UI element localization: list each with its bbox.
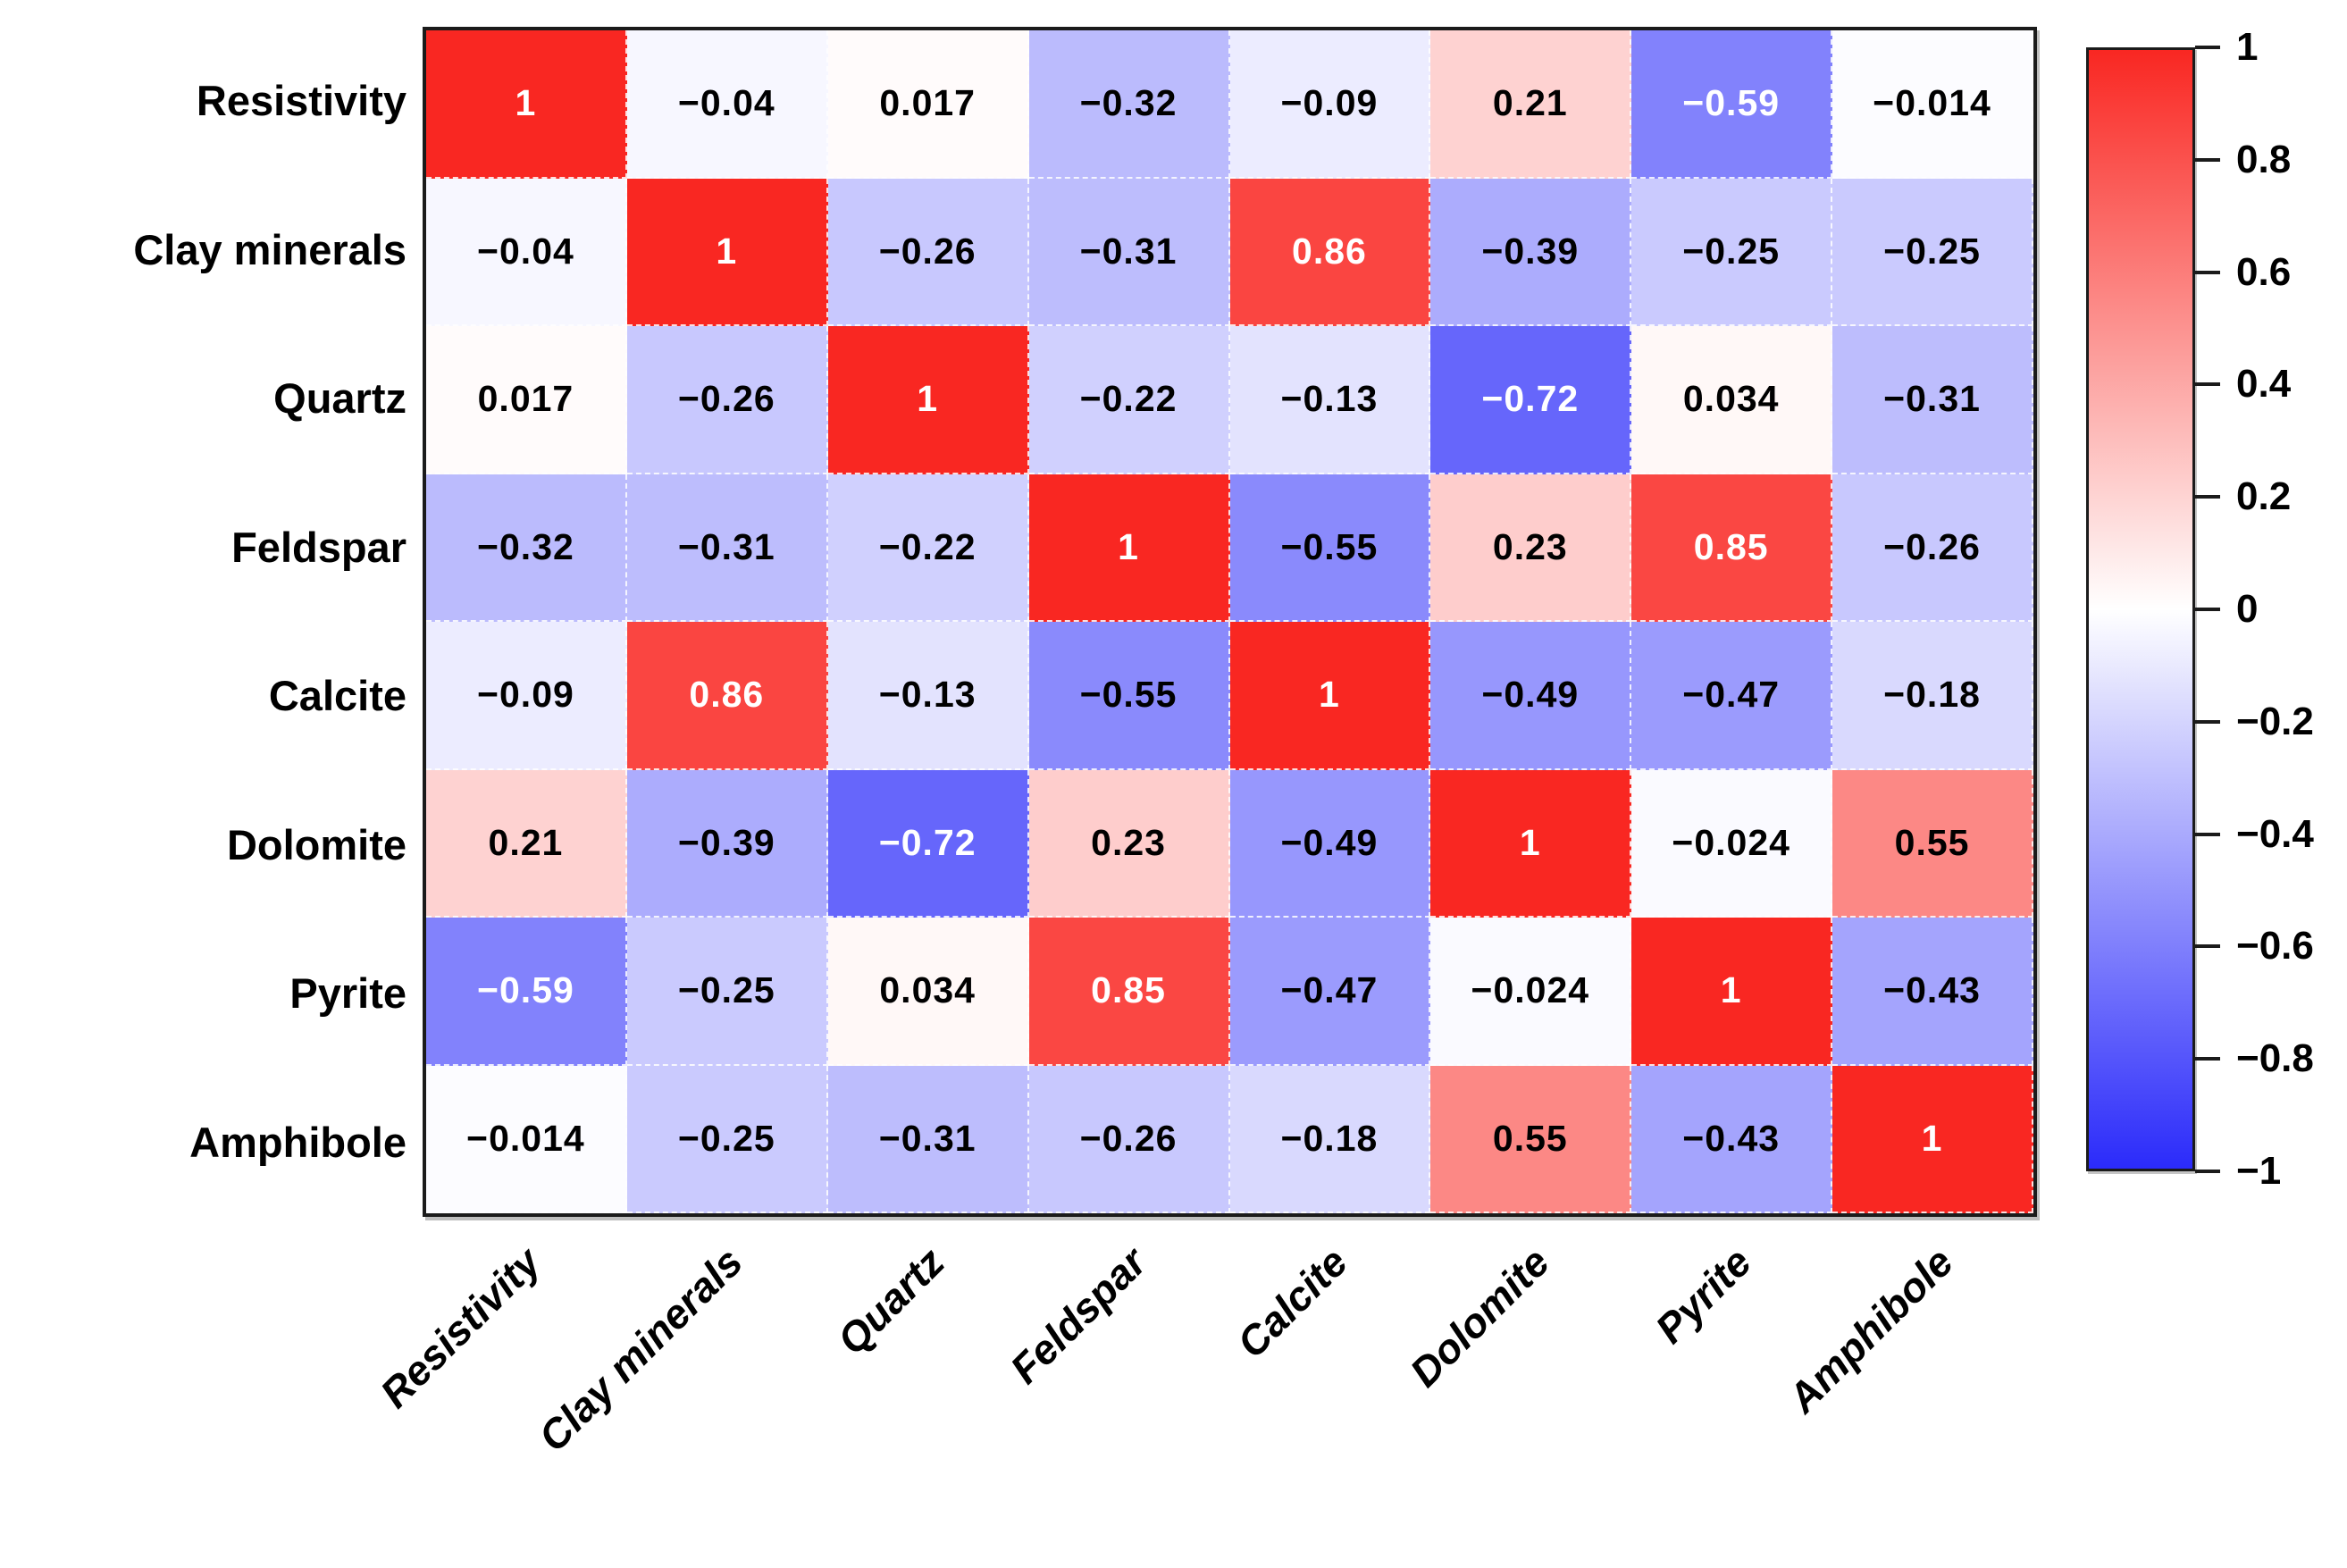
heatmap-cell-quartz-x-calcite: −0.13 (1229, 326, 1431, 474)
heatmap-cell-amphibole-x-feldspar: −0.26 (1028, 1065, 1230, 1213)
y-axis-label-pyrite: Pyrite (289, 969, 407, 1017)
heatmap-cell-feldspar-x-dolomite: 0.23 (1430, 474, 1632, 622)
heatmap-cell-feldspar-x-clay-minerals: −0.31 (626, 474, 828, 622)
heatmap-cell-calcite-x-clay-minerals: 0.86 (626, 622, 828, 770)
heatmap-cell-resistivity-x-pyrite: −0.59 (1631, 30, 1833, 179)
heatmap-cell-quartz-x-clay-minerals: −0.26 (626, 326, 828, 474)
heatmap-cell-dolomite-x-pyrite: −0.024 (1631, 769, 1833, 918)
heatmap-cell-amphibole-x-clay-minerals: −0.25 (626, 1065, 828, 1213)
colorbar-tick-mark (2195, 495, 2220, 499)
colorbar-tick-label-0: 0 (2236, 587, 2259, 631)
y-axis-label-clay-minerals: Clay minerals (133, 226, 407, 273)
heatmap-cell-resistivity-x-resistivity: 1 (426, 30, 627, 179)
colorbar-tick-mark (2195, 271, 2220, 274)
colorbar-tick-mark (2195, 158, 2220, 162)
y-axis-label-feldspar: Feldspar (231, 524, 407, 571)
heatmap-cell-feldspar-x-resistivity: −0.32 (426, 474, 627, 622)
heatmap-cell-feldspar-x-quartz: −0.22 (827, 474, 1029, 622)
heatmap-cell-feldspar-x-pyrite: 0.85 (1631, 474, 1833, 622)
colorbar-tick-label-0.6: 0.6 (2236, 250, 2292, 294)
heatmap-cell-resistivity-x-clay-minerals: −0.04 (626, 30, 828, 179)
heatmap-cell-pyrite-x-feldspar: 0.85 (1028, 918, 1230, 1066)
heatmap-cell-calcite-x-resistivity: −0.09 (426, 622, 627, 770)
heatmap-cell-pyrite-x-amphibole: −0.43 (1832, 918, 2033, 1066)
colorbar-gradient (2086, 47, 2195, 1171)
y-axis-label-amphibole: Amphibole (189, 1119, 407, 1166)
colorbar-tick-mark (2195, 1057, 2220, 1061)
colorbar-tick-label-minus-0.8: −0.8 (2236, 1036, 2314, 1080)
heatmap-cell-calcite-x-dolomite: −0.49 (1430, 622, 1632, 770)
heatmap-cell-dolomite-x-quartz: −0.72 (827, 769, 1029, 918)
heatmap-cell-calcite-x-calcite: 1 (1229, 622, 1431, 770)
colorbar-tick-label-minus-1: −1 (2236, 1149, 2282, 1193)
colorbar-tick-mark (2195, 46, 2220, 49)
heatmap-cell-quartz-x-quartz: 1 (827, 326, 1029, 474)
heatmap-cell-dolomite-x-calcite: −0.49 (1229, 769, 1431, 918)
colorbar-tick-label-minus-0.4: −0.4 (2236, 812, 2314, 856)
heatmap-cell-clay-minerals-x-feldspar: −0.31 (1028, 178, 1230, 326)
heatmap-cell-dolomite-x-dolomite: 1 (1430, 769, 1632, 918)
heatmap-cell-pyrite-x-resistivity: −0.59 (426, 918, 627, 1066)
heatmap-cell-feldspar-x-amphibole: −0.26 (1832, 474, 2033, 622)
heatmap-cell-calcite-x-quartz: −0.13 (827, 622, 1029, 770)
heatmap-cell-pyrite-x-pyrite: 1 (1631, 918, 1833, 1066)
heatmap-cell-clay-minerals-x-quartz: −0.26 (827, 178, 1029, 326)
heatmap-cell-amphibole-x-resistivity: −0.014 (426, 1065, 627, 1213)
heatmap-cell-amphibole-x-calcite: −0.18 (1229, 1065, 1431, 1213)
heatmap-cell-clay-minerals-x-clay-minerals: 1 (626, 178, 828, 326)
heatmap-cell-quartz-x-amphibole: −0.31 (1832, 326, 2033, 474)
heatmap-cell-clay-minerals-x-resistivity: −0.04 (426, 178, 627, 326)
colorbar-tick-label-minus-0.2: −0.2 (2236, 700, 2314, 743)
heatmap-cell-resistivity-x-dolomite: 0.21 (1430, 30, 1632, 179)
colorbar-tick-mark (2195, 833, 2220, 836)
y-axis-label-dolomite: Dolomite (226, 821, 407, 868)
heatmap-cell-dolomite-x-feldspar: 0.23 (1028, 769, 1230, 918)
heatmap-cell-quartz-x-resistivity: 0.017 (426, 326, 627, 474)
heatmap-cell-clay-minerals-x-calcite: 0.86 (1229, 178, 1431, 326)
heatmap-cell-dolomite-x-clay-minerals: −0.39 (626, 769, 828, 918)
heatmap-cell-amphibole-x-dolomite: 0.55 (1430, 1065, 1632, 1213)
heatmap-cell-resistivity-x-calcite: −0.09 (1229, 30, 1431, 179)
colorbar-tick-mark (2195, 608, 2220, 611)
heatmap-cell-resistivity-x-amphibole: −0.014 (1832, 30, 2033, 179)
colorbar-tick-mark (2195, 720, 2220, 724)
colorbar-tick-label-0.8: 0.8 (2236, 138, 2292, 181)
heatmap-cell-pyrite-x-calcite: −0.47 (1229, 918, 1431, 1066)
heatmap-cell-clay-minerals-x-amphibole: −0.25 (1832, 178, 2033, 326)
heatmap-cell-resistivity-x-feldspar: −0.32 (1028, 30, 1230, 179)
colorbar-tick-label-1: 1 (2236, 25, 2259, 69)
y-axis-label-calcite: Calcite (268, 672, 407, 719)
colorbar-tick-mark (2195, 1170, 2220, 1173)
colorbar-tick-label-0.2: 0.2 (2236, 474, 2292, 518)
heatmap-cell-dolomite-x-resistivity: 0.21 (426, 769, 627, 918)
y-axis-label-resistivity: Resistivity (196, 77, 407, 124)
heatmap-cell-calcite-x-amphibole: −0.18 (1832, 622, 2033, 770)
colorbar-tick-mark (2195, 944, 2220, 948)
heatmap-cell-amphibole-x-pyrite: −0.43 (1631, 1065, 1833, 1213)
y-axis-label-quartz: Quartz (273, 374, 407, 422)
heatmap-cell-clay-minerals-x-pyrite: −0.25 (1631, 178, 1833, 326)
heatmap-cell-quartz-x-feldspar: −0.22 (1028, 326, 1230, 474)
heatmap-cell-quartz-x-dolomite: −0.72 (1430, 326, 1632, 474)
colorbar-tick-mark (2195, 382, 2220, 386)
heatmap-cell-feldspar-x-calcite: −0.55 (1229, 474, 1431, 622)
heatmap-cell-amphibole-x-quartz: −0.31 (827, 1065, 1029, 1213)
heatmap-cell-amphibole-x-amphibole: 1 (1832, 1065, 2033, 1213)
heatmap-cell-clay-minerals-x-dolomite: −0.39 (1430, 178, 1632, 326)
heatmap-grid: 1 −0.04 0.017 −0.32 −0.09 0.21 −0.59 −0.014 −0.0… (423, 27, 2037, 1217)
heatmap-cell-dolomite-x-amphibole: 0.55 (1832, 769, 2033, 918)
heatmap-cell-calcite-x-feldspar: −0.55 (1028, 622, 1230, 770)
heatmap-cell-pyrite-x-dolomite: −0.024 (1430, 918, 1632, 1066)
colorbar-tick-label-minus-0.6: −0.6 (2236, 924, 2314, 968)
heatmap-cell-quartz-x-pyrite: 0.034 (1631, 326, 1833, 474)
heatmap-cell-calcite-x-pyrite: −0.47 (1631, 622, 1833, 770)
heatmap-cell-resistivity-x-quartz: 0.017 (827, 30, 1029, 179)
heatmap-cell-pyrite-x-clay-minerals: −0.25 (626, 918, 828, 1066)
heatmap-cell-feldspar-x-feldspar: 1 (1028, 474, 1230, 622)
colorbar-tick-label-0.4: 0.4 (2236, 362, 2292, 406)
heatmap-cell-pyrite-x-quartz: 0.034 (827, 918, 1029, 1066)
